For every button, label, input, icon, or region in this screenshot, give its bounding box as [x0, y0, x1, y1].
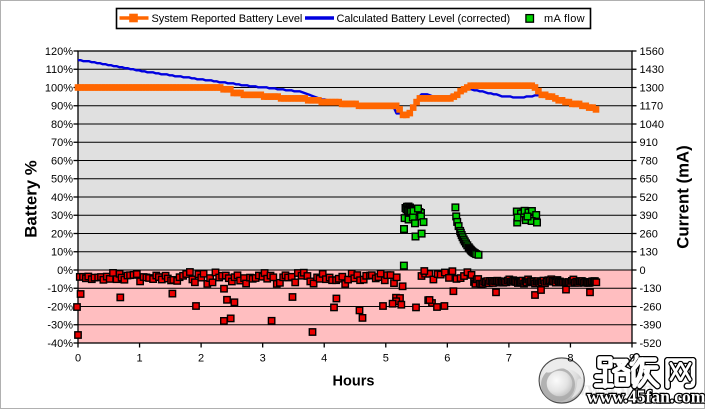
svg-text:100%: 100%	[45, 82, 73, 94]
svg-text:1300: 1300	[640, 82, 664, 94]
svg-text:-10%: -10%	[47, 283, 73, 295]
svg-text:90%: 90%	[51, 101, 73, 113]
svg-text:-520: -520	[640, 338, 662, 350]
svg-text:390: 390	[640, 210, 658, 222]
svg-text:Current (mA): Current (mA)	[674, 145, 693, 248]
svg-text:www.45fan.com: www.45fan.com	[587, 387, 705, 407]
svg-text:Hours: Hours	[333, 374, 375, 390]
svg-text:System Reported Battery Level: System Reported Battery Level	[152, 13, 303, 25]
svg-text:1: 1	[137, 353, 143, 365]
svg-text:650: 650	[640, 174, 658, 186]
svg-text:Battery %: Battery %	[22, 160, 41, 237]
svg-text:5: 5	[383, 353, 389, 365]
svg-text:0: 0	[640, 265, 646, 277]
svg-text:3: 3	[260, 353, 266, 365]
svg-text:8: 8	[567, 353, 573, 365]
svg-text:260: 260	[640, 228, 658, 240]
svg-text:mA flow: mA flow	[544, 13, 585, 25]
svg-text:0%: 0%	[57, 265, 73, 277]
svg-text:1430: 1430	[640, 64, 664, 76]
svg-text:70%: 70%	[51, 137, 73, 149]
svg-text:10%: 10%	[51, 247, 73, 259]
svg-text:-130: -130	[640, 283, 662, 295]
svg-text:1040: 1040	[640, 119, 664, 131]
svg-text:0: 0	[75, 353, 81, 365]
svg-text:910: 910	[640, 137, 658, 149]
svg-text:-390: -390	[640, 320, 662, 332]
svg-text:40%: 40%	[51, 192, 73, 204]
svg-text:120%: 120%	[45, 46, 73, 58]
svg-text:520: 520	[640, 192, 658, 204]
svg-text:-40%: -40%	[47, 338, 73, 350]
svg-text:1560: 1560	[640, 46, 664, 58]
svg-text:1170: 1170	[640, 101, 664, 113]
svg-text:130: 130	[640, 247, 658, 259]
svg-text:6: 6	[444, 353, 450, 365]
svg-text:4: 4	[321, 353, 327, 365]
svg-text:Calculated Battery Level (corr: Calculated Battery Level (corrected)	[337, 13, 511, 25]
svg-text:780: 780	[640, 155, 658, 167]
svg-text:20%: 20%	[51, 228, 73, 240]
svg-text:110%: 110%	[46, 64, 74, 76]
svg-text:80%: 80%	[51, 119, 73, 131]
svg-text:-20%: -20%	[47, 301, 73, 313]
svg-text:-30%: -30%	[47, 320, 73, 332]
svg-text:2: 2	[198, 353, 204, 365]
svg-text:60%: 60%	[51, 155, 73, 167]
svg-text:-260: -260	[640, 301, 662, 313]
svg-text:50%: 50%	[51, 174, 73, 186]
svg-text:30%: 30%	[51, 210, 73, 222]
svg-text:7: 7	[506, 353, 512, 365]
svg-text:9: 9	[629, 353, 635, 365]
